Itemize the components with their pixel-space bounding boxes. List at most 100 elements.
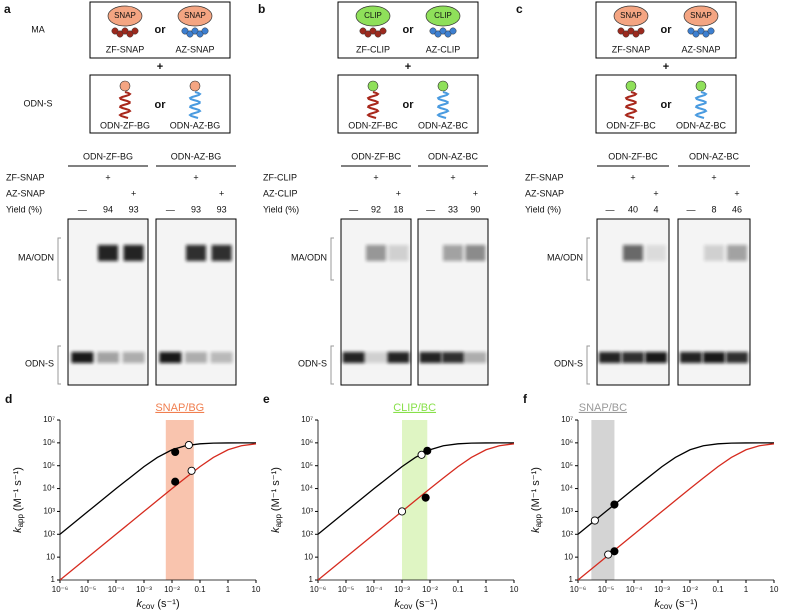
protein-domain bbox=[439, 27, 447, 35]
panel-letter: b bbox=[258, 2, 265, 16]
axis-unit: (s⁻¹) bbox=[157, 598, 179, 610]
panel-letter: f bbox=[523, 392, 528, 406]
data-point bbox=[417, 450, 426, 459]
x-axis-title: kcov (s⁻¹) bbox=[136, 598, 179, 611]
protein-domain bbox=[627, 27, 635, 35]
protein-label: AZ-SNAP bbox=[175, 44, 214, 54]
lane-entry: 40 bbox=[628, 204, 638, 214]
data-point bbox=[171, 447, 180, 457]
x-tick-label: 10⁻³ bbox=[654, 585, 670, 594]
odn-ligand bbox=[625, 80, 637, 92]
x-tick-label: 10⁻² bbox=[422, 585, 438, 594]
gel-band bbox=[442, 352, 464, 363]
protein-domain bbox=[379, 27, 387, 35]
protein-domain bbox=[186, 30, 194, 38]
gel-row-label: Yield (%) bbox=[263, 204, 299, 214]
gel-band bbox=[123, 245, 144, 261]
bracket bbox=[586, 345, 590, 385]
y-tick-label: 10⁶ bbox=[43, 438, 55, 447]
gel-band bbox=[342, 352, 365, 363]
data-point bbox=[397, 507, 407, 516]
axis-unit: (M⁻¹ s⁻¹) bbox=[530, 467, 542, 511]
y-tick-label: 10⁶ bbox=[301, 438, 313, 447]
band-label: MA/ODN bbox=[18, 252, 54, 262]
y-tick-label: 10⁵ bbox=[301, 461, 313, 470]
x-tick-label: 10⁻² bbox=[164, 585, 180, 594]
gel-band bbox=[185, 352, 207, 363]
y-tick-label: 1 bbox=[51, 575, 56, 584]
band-label: ODN-S bbox=[298, 358, 327, 368]
gel-band bbox=[366, 245, 386, 261]
row-label: ODN-S bbox=[24, 98, 53, 108]
plus-sign: + bbox=[157, 61, 163, 73]
protein-label: ZF-SNAP bbox=[612, 44, 651, 54]
x-tick-label: 1 bbox=[226, 585, 231, 594]
x-tick-label: 10⁻⁶ bbox=[52, 585, 68, 594]
or-label: or bbox=[403, 99, 415, 111]
x-tick-label: 10⁻³ bbox=[394, 585, 410, 594]
curve bbox=[317, 442, 514, 535]
protein-domain bbox=[449, 27, 457, 35]
lane-entry: 8 bbox=[711, 204, 716, 214]
y-tick-label: 10 bbox=[304, 552, 313, 561]
axis-symbol: k bbox=[654, 598, 660, 610]
protein-domain bbox=[126, 30, 134, 38]
axis-subscript: cov bbox=[660, 602, 672, 611]
x-tick-label: 1 bbox=[484, 585, 489, 594]
schematic-box bbox=[595, 1, 737, 59]
or-label: or bbox=[155, 99, 167, 111]
gel-band bbox=[210, 352, 233, 363]
axis-subscript: cov bbox=[142, 602, 154, 611]
schematic-box bbox=[595, 74, 737, 134]
x-tick-label: 10⁻³ bbox=[136, 585, 152, 594]
gel-band bbox=[622, 352, 644, 363]
y-tick-label: 10⁷ bbox=[43, 415, 55, 424]
or-label: or bbox=[661, 99, 673, 111]
protein-tag bbox=[613, 5, 649, 27]
protein-domain bbox=[121, 27, 129, 35]
odn-ligand bbox=[189, 80, 201, 92]
odn-label: ODN-AZ-BC bbox=[418, 120, 468, 130]
protein-domain bbox=[687, 27, 695, 35]
gel-band bbox=[727, 245, 748, 261]
lane-entry: 93 bbox=[129, 204, 139, 214]
y-tick-label: 10³ bbox=[43, 507, 55, 516]
lane-entry: + bbox=[450, 172, 455, 182]
gel-band bbox=[443, 245, 463, 261]
protein-domain bbox=[196, 30, 204, 38]
gel-row-label: AZ-SNAP bbox=[6, 188, 45, 198]
odn-ligand bbox=[119, 80, 131, 92]
protein-domain bbox=[181, 27, 189, 35]
lane-entry: + bbox=[630, 172, 635, 182]
panel-letter: d bbox=[5, 392, 12, 406]
gel-row-label: ZF-SNAP bbox=[6, 172, 45, 182]
protein-domain bbox=[369, 27, 377, 35]
x-tick-label: 10⁻⁴ bbox=[366, 585, 383, 594]
data-point bbox=[421, 493, 430, 502]
protein-domain bbox=[364, 30, 372, 38]
gel-header: ODN-AZ-BG bbox=[171, 151, 222, 161]
gel-band bbox=[122, 352, 145, 363]
gel-band bbox=[704, 245, 724, 261]
or-label: or bbox=[661, 24, 673, 36]
x-tick-label: 10⁻⁶ bbox=[570, 585, 586, 594]
protein-tag bbox=[425, 5, 461, 27]
gel-row-label: AZ-CLIP bbox=[263, 188, 298, 198]
data-point bbox=[604, 550, 613, 559]
odn-label: ODN-AZ-BG bbox=[170, 120, 221, 130]
lane-entry: + bbox=[396, 188, 401, 198]
schematic-box bbox=[337, 1, 479, 59]
gel-header: ODN-ZF-BC bbox=[608, 151, 658, 161]
x-tick-label: 10 bbox=[252, 585, 261, 594]
y-axis-title: kapp (M⁻¹ s⁻¹) bbox=[270, 467, 283, 533]
protein-domain bbox=[692, 30, 700, 38]
protein-domain bbox=[111, 27, 119, 35]
tag-label: SNAP bbox=[690, 11, 712, 20]
gel-band bbox=[598, 352, 621, 363]
curve bbox=[317, 443, 515, 581]
odn-helix bbox=[188, 91, 202, 119]
axis-unit: (s⁻¹) bbox=[415, 598, 437, 610]
y-tick-label: 10⁷ bbox=[561, 415, 573, 424]
tag-label: SNAP bbox=[184, 11, 206, 20]
